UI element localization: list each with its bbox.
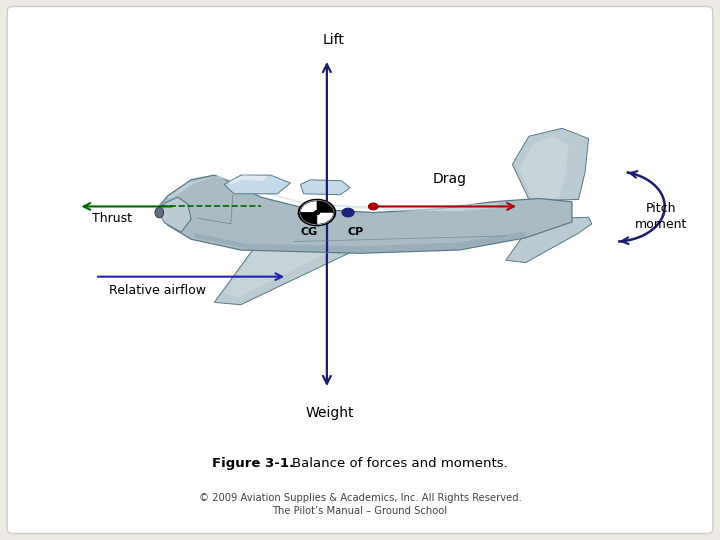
Polygon shape <box>513 129 588 200</box>
Text: CG: CG <box>300 227 318 237</box>
Wedge shape <box>300 213 317 224</box>
Polygon shape <box>224 175 290 194</box>
Polygon shape <box>505 217 592 262</box>
Text: Relative airflow: Relative airflow <box>109 284 207 297</box>
Polygon shape <box>229 175 267 185</box>
Polygon shape <box>168 176 499 211</box>
Text: Drag: Drag <box>433 172 467 186</box>
Polygon shape <box>519 136 569 199</box>
Polygon shape <box>224 226 380 298</box>
Ellipse shape <box>155 207 163 218</box>
Polygon shape <box>300 180 350 195</box>
Text: CP: CP <box>348 227 364 237</box>
Text: Thrust: Thrust <box>91 212 132 225</box>
Polygon shape <box>215 227 393 305</box>
Wedge shape <box>317 213 333 224</box>
Wedge shape <box>317 201 333 213</box>
Wedge shape <box>300 201 317 213</box>
Text: Lift: Lift <box>323 33 344 48</box>
Circle shape <box>298 199 336 226</box>
Text: Balance of forces and moments.: Balance of forces and moments. <box>292 457 508 470</box>
Circle shape <box>300 201 333 224</box>
Circle shape <box>342 208 354 217</box>
Polygon shape <box>158 175 572 253</box>
Circle shape <box>315 211 320 214</box>
Polygon shape <box>158 197 191 232</box>
Text: Pitch
moment: Pitch moment <box>635 201 688 231</box>
Text: Figure 3-1.: Figure 3-1. <box>212 457 294 470</box>
Circle shape <box>369 203 378 210</box>
Text: Weight: Weight <box>306 406 354 420</box>
Text: © 2009 Aviation Supplies & Academics, Inc. All Rights Reserved.: © 2009 Aviation Supplies & Academics, In… <box>199 493 521 503</box>
Polygon shape <box>194 231 526 252</box>
Text: The Pilot’s Manual – Ground School: The Pilot’s Manual – Ground School <box>272 506 448 516</box>
